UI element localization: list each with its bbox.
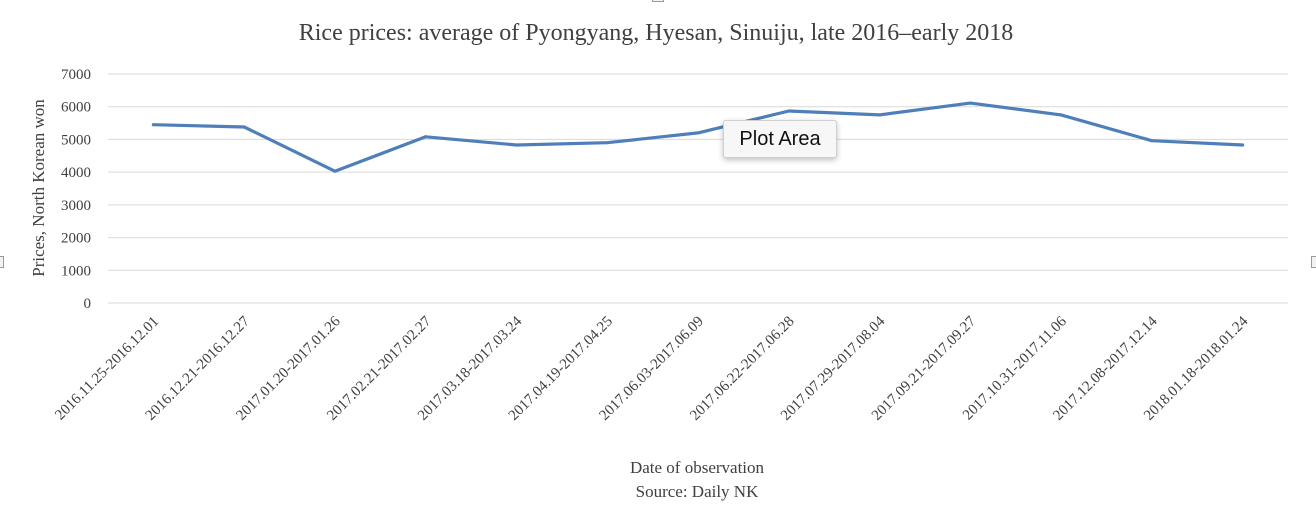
data-point: [1059, 113, 1063, 117]
tooltip-label: Plot Area: [739, 127, 821, 150]
data-point: [151, 123, 155, 127]
data-point: [514, 143, 518, 147]
y-tick-label: 6000: [61, 100, 91, 116]
x-tick-label: 2017.07.29-2017.08.04: [778, 313, 889, 424]
data-point: [878, 113, 882, 117]
chart-title: Rice prices: average of Pyongyang, Hyesa…: [299, 20, 1013, 46]
x-tick-label: 2016.12.21-2016.12.27: [143, 313, 254, 424]
plot-area-tooltip: Plot Area: [723, 120, 837, 158]
x-axis-label: Date of observation: [630, 458, 765, 477]
y-tick-label: 4000: [61, 165, 91, 181]
y-axis-label: Prices, North Korean won: [29, 99, 48, 277]
y-tick-label: 0: [84, 296, 92, 312]
x-tick-label: 2017.04.19-2017.04.25: [506, 314, 616, 424]
x-tick-label: 2017.01.20-2017.01.26: [233, 313, 344, 424]
y-tick-label: 1000: [61, 263, 91, 279]
x-tick-label: 2017.12.08-2017.12.14: [1050, 313, 1161, 424]
x-tick-label: 2017.02.21-2017.02.27: [324, 313, 435, 424]
x-tick-label: 2017.06.03-2017.06.09: [597, 314, 707, 424]
x-tick-label: 2016.11.25-2016.12.01: [52, 314, 162, 424]
x-tick-label: 2017.03.18-2017.03.24: [415, 313, 526, 424]
x-tick-label: 2018.01.18-2018.01.24: [1141, 313, 1252, 424]
data-point: [605, 141, 609, 145]
data-point: [968, 101, 972, 105]
y-tick-label: 5000: [61, 132, 91, 148]
series-line: [151, 101, 1245, 173]
right-resize-handle[interactable]: [1311, 256, 1316, 268]
x-tick-label: 2017.09.21-2017.09.27: [869, 313, 980, 424]
y-tick-label: 7000: [61, 67, 91, 83]
x-tick-label: 2017.06.22-2017.06.28: [687, 314, 797, 424]
data-point: [1150, 139, 1154, 143]
top-resize-handle[interactable]: [652, 0, 664, 2]
data-point: [787, 109, 791, 113]
y-tick-label: 3000: [61, 198, 91, 214]
source-note: Source: Daily NK: [636, 482, 759, 501]
data-point: [696, 131, 700, 135]
left-resize-handle[interactable]: [0, 256, 4, 268]
data-point: [333, 169, 337, 173]
y-tick-label: 2000: [61, 231, 91, 247]
x-tick-label: 2017.10.31-2017.11.06: [960, 313, 1070, 423]
data-point: [1241, 143, 1245, 147]
data-point: [242, 125, 246, 129]
data-point: [424, 135, 428, 139]
